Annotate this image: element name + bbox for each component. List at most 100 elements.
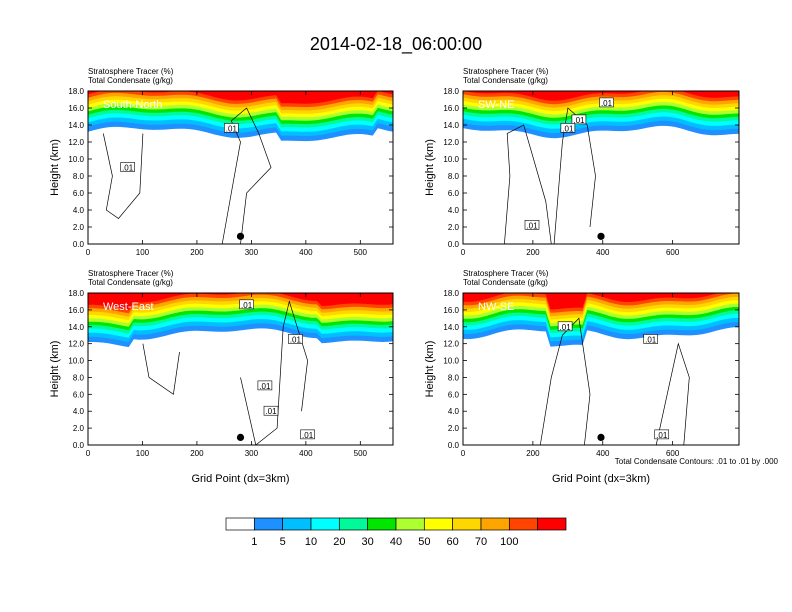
contour-label: .01	[265, 407, 277, 416]
colorbar-swatch	[253, 517, 284, 531]
y-tick-label: 18.0	[68, 289, 84, 298]
y-tick-label: 10.0	[443, 357, 459, 366]
y-tick-label: 16.0	[68, 104, 84, 113]
x-tick-label: 0	[461, 449, 466, 458]
y-tick-label: 12.0	[443, 138, 459, 147]
colorbar-label: 40	[390, 536, 402, 548]
y-tick-label: 14.0	[68, 323, 84, 332]
y-tick-label: 2.0	[73, 424, 85, 433]
location-marker	[236, 232, 245, 240]
field-label-2: Total Condensate (g/kg)	[463, 76, 548, 85]
x-tick-label: 200	[190, 248, 204, 257]
tracer-band-11	[463, 293, 739, 310]
field-label: Stratosphere Tracer (%)	[88, 269, 174, 278]
plot-frame	[462, 90, 740, 245]
y-tick-label: 4.0	[73, 407, 85, 416]
colorbar-swatch	[452, 517, 482, 531]
colorbar-label: 10	[305, 536, 317, 548]
colorbar-label: 5	[280, 536, 286, 548]
y-tick-label: 6.0	[73, 189, 85, 198]
contour-label-box	[599, 97, 614, 108]
colorbar-swatch	[508, 517, 539, 531]
colorbar-label: 1	[251, 536, 257, 548]
panel-nw-se: .01 .01 .01 0.0 2.0 4.0 6.0 8.0 10.0 12.0 14.0 16.0…	[424, 269, 740, 485]
y-axis-label: Height (km)	[49, 139, 61, 196]
colorbar-swatch	[310, 517, 340, 531]
x-tick-label: 600	[666, 449, 680, 458]
field-label-2: Total Condensate (g/kg)	[88, 76, 173, 85]
panel-south-north: .01 .01 0.0 2.0 4.0 6.0 8.0 10.0 12.0 14.0 16.0 18.…	[49, 67, 394, 257]
contour-label: .01	[645, 335, 657, 344]
y-tick-label: 4.0	[448, 407, 460, 416]
y-tick-label: 2.0	[448, 424, 460, 433]
plot-frame	[87, 90, 394, 245]
y-tick-label: 12.0	[68, 340, 84, 349]
location-marker	[236, 433, 245, 441]
contour-line	[655, 342, 690, 446]
plot-frame	[87, 292, 394, 446]
x-tick-label: 300	[245, 248, 259, 257]
y-tick-label: 12.0	[68, 138, 84, 147]
field-label: Stratosphere Tracer (%)	[88, 67, 174, 76]
plot-frame	[462, 292, 740, 446]
colorbar: 1 5 10 20 30 40 50 60 70 100	[225, 517, 567, 548]
contour-label-box	[524, 220, 540, 230]
contour-label: .01	[241, 301, 253, 310]
y-axis-label: Height (km)	[49, 341, 61, 398]
y-tick-label: 10.0	[443, 155, 459, 164]
x-tick-label: 400	[596, 248, 610, 257]
contour-label: .01	[573, 116, 585, 125]
y-tick-label: 18.0	[443, 87, 459, 96]
y-tick-label: 14.0	[443, 121, 459, 130]
contour-label: .01	[259, 382, 271, 391]
panel-name: NW-SE	[478, 301, 514, 313]
contour-label: .01	[122, 164, 134, 173]
contour-label-box	[120, 162, 135, 172]
field-label: Stratosphere Tracer (%)	[463, 67, 549, 76]
x-tick-label: 400	[596, 449, 610, 458]
y-tick-label: 8.0	[448, 172, 460, 181]
field-label-2: Total Condensate (g/kg)	[88, 278, 173, 287]
y-tick-label: 2.0	[73, 223, 85, 232]
x-tick-label: 600	[666, 248, 680, 257]
x-tick-label: 200	[526, 248, 540, 257]
y-axis-label: Height (km)	[424, 139, 436, 196]
x-tick-label: 500	[354, 248, 368, 257]
x-axis-label: Grid Point (dx=3km)	[552, 473, 650, 485]
colorbar-swatch	[282, 517, 312, 531]
colorbar-swatch	[423, 517, 454, 531]
y-tick-label: 8.0	[73, 172, 85, 181]
y-tick-label: 12.0	[443, 340, 459, 349]
location-marker	[597, 433, 605, 441]
contour-label-box	[571, 114, 587, 125]
panels: .01 .01 0.0 2.0 4.0 6.0 8.0 10.0 12.0 14.0 16.0 18.…	[49, 67, 740, 485]
y-tick-label: 0.0	[73, 240, 85, 249]
y-tick-label: 8.0	[448, 373, 460, 382]
contour-line	[102, 133, 144, 219]
x-tick-label: 200	[526, 449, 540, 458]
field-label-2: Total Condensate (g/kg)	[463, 278, 548, 287]
contour-label-box	[288, 334, 303, 344]
tracer-band-11	[88, 91, 393, 104]
x-tick-label: 400	[299, 449, 313, 458]
y-tick-label: 2.0	[448, 223, 460, 232]
y-axis-label: Height (km)	[424, 341, 436, 398]
contour-label: .01	[560, 323, 572, 332]
tracer-band-11	[88, 293, 393, 310]
y-tick-label: 14.0	[68, 121, 84, 130]
panel-name: South-North	[103, 99, 162, 111]
contour-label-box	[257, 380, 273, 391]
footnote: Total Condensate Contours: .01 to .01 by…	[615, 457, 779, 466]
colorbar-label: 20	[333, 536, 345, 548]
y-tick-label: 14.0	[443, 323, 459, 332]
contour-line	[221, 107, 272, 245]
y-tick-label: 0.0	[73, 441, 85, 450]
contour-label: .01	[656, 431, 668, 440]
y-tick-label: 0.0	[448, 240, 460, 249]
contour-label-box	[300, 429, 315, 440]
colorbar-swatch	[367, 517, 397, 531]
x-tick-label: 400	[299, 248, 313, 257]
contour-label-box	[239, 299, 254, 310]
contour-label-box	[643, 334, 658, 344]
